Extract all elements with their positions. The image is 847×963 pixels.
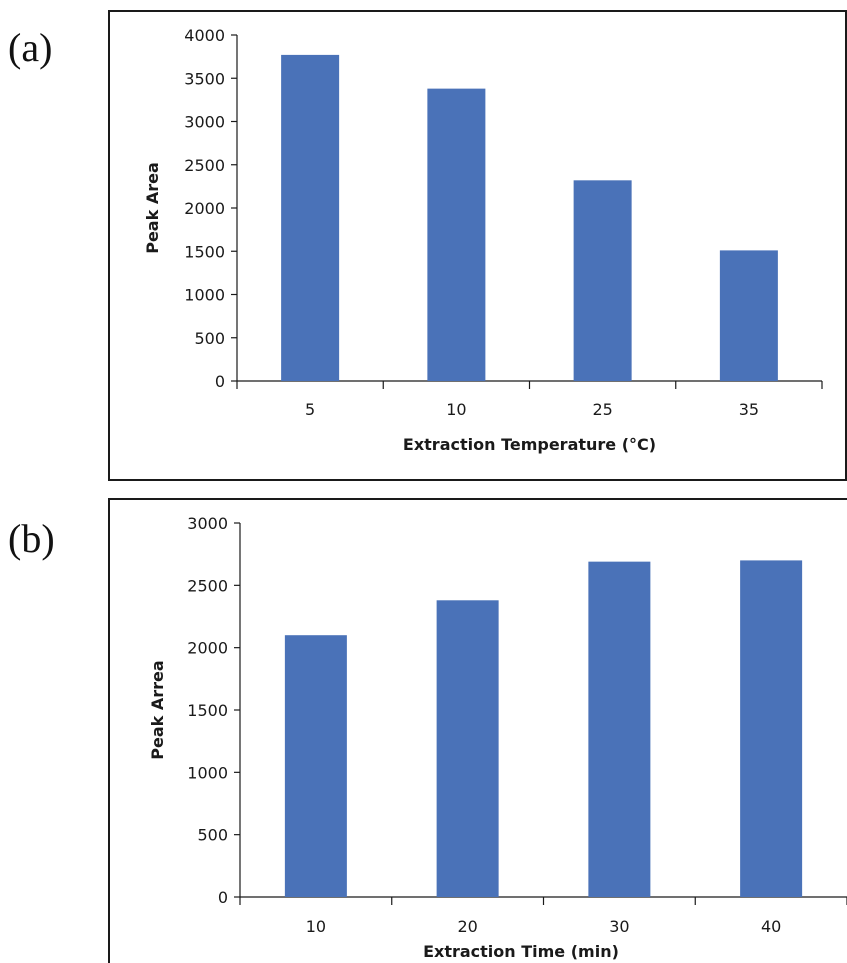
chart-b-x-tick-label: 10 [306, 917, 326, 936]
chart-b-y-tick-label: 1500 [187, 701, 228, 720]
chart-a-x-tick-label: 5 [305, 400, 315, 419]
chart-b-y-tick-label: 1000 [187, 763, 228, 782]
chart-a-y-tick-label: 500 [194, 329, 225, 348]
chart-b-x-axis-title: Extraction Time (min) [423, 942, 619, 961]
chart-b-y-tick-label: 0 [218, 888, 228, 907]
chart-a-y-axis-title: Peak Area [143, 162, 162, 254]
chart-b-y-tick-label: 500 [197, 826, 228, 845]
chart-a-y-tick-label: 0 [215, 372, 225, 391]
chart-b-bar [588, 561, 651, 897]
chart-a-y-tick-label: 3500 [184, 69, 225, 88]
chart-a-y-tick-label: 2500 [184, 156, 225, 175]
chart-a-y-tick-label: 1500 [184, 242, 225, 261]
chart-a-y-tick-label: 1000 [184, 286, 225, 305]
chart-a-bar [281, 54, 340, 382]
chart-a-y-tick-label: 3000 [184, 113, 225, 132]
panel-b-label: (b) [8, 516, 55, 561]
chart-a-x-tick-label: 35 [739, 400, 759, 419]
chart-a-x-axis-title: Extraction Temperature (°C) [403, 435, 656, 454]
chart-b-bar [284, 635, 347, 897]
chart-a-y-tick-label: 2000 [184, 199, 225, 218]
chart-a-y-tick-label: 4000 [184, 26, 225, 45]
chart-a-bar [719, 250, 778, 381]
chart-a-bar [573, 180, 632, 381]
chart-a-x-tick-label: 10 [446, 400, 466, 419]
chart-b-bar [436, 600, 499, 897]
chart-a-x-tick-label: 25 [592, 400, 612, 419]
chart-b-x-tick-label: 20 [457, 917, 477, 936]
chart-b-y-tick-label: 2000 [187, 639, 228, 658]
panel-a-label: (a) [8, 25, 53, 70]
chart-b-y-axis-title: Peak Arrea [148, 660, 167, 759]
chart-b-y-tick-label: 3000 [187, 514, 228, 533]
chart-b-bar [740, 560, 803, 897]
chart-b-x-tick-label: 40 [761, 917, 781, 936]
chart-b-x-tick-label: 30 [609, 917, 629, 936]
chart-b-y-tick-label: 2500 [187, 576, 228, 595]
chart-a-bar [427, 88, 486, 381]
